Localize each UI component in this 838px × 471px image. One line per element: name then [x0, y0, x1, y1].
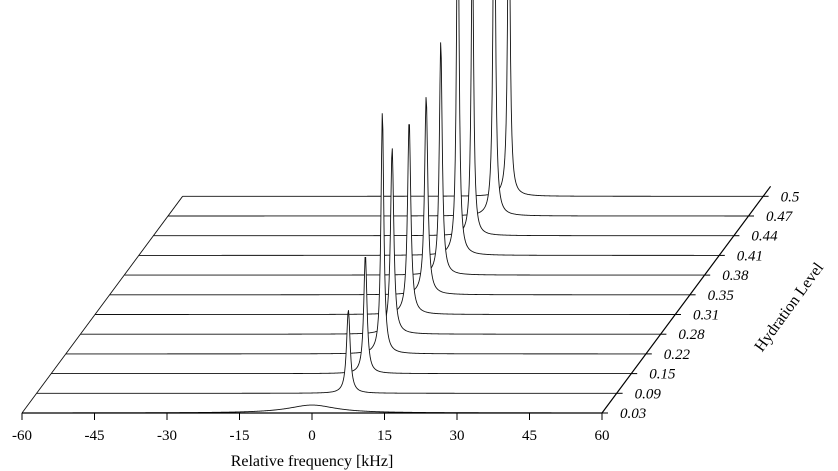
trace-mask	[22, 405, 602, 415]
trace-line	[124, 42, 705, 276]
spectra-traces	[22, 0, 763, 415]
depth-tick-label: 0.09	[635, 386, 662, 402]
series-trace-0.28	[80, 148, 661, 336]
x-tick-label: -15	[230, 428, 250, 444]
series-trace-0.35	[109, 97, 690, 297]
trace-line	[65, 113, 646, 355]
x-tick-label: 30	[450, 428, 465, 444]
depth-tick-label: 0.5	[781, 189, 800, 205]
depth-tick-label: 0.41	[737, 248, 763, 264]
series-trace-0.09	[36, 310, 617, 395]
trace-mask	[36, 310, 617, 395]
x-tick-label: 15	[377, 428, 392, 444]
axis-labels: -60 -45 -30 -15 0 15 30 45 60 0.03 0.09 0.15 0.22 0.2…	[12, 189, 828, 470]
depth-tick-label: 0.47	[766, 209, 794, 225]
x-tick-label: -30	[157, 428, 177, 444]
x-axis-title: Relative frequency [kHz]	[231, 453, 394, 470]
depth-tick-label: 0.31	[693, 308, 719, 324]
trace-mask	[124, 42, 705, 277]
depth-tick-label: 0.22	[664, 347, 691, 363]
depth-axis-title: Hydration Level	[752, 259, 828, 355]
depth-tick-label: 0.28	[678, 327, 705, 343]
series-trace-0.38	[124, 42, 705, 277]
series-trace-0.22	[65, 113, 646, 356]
trace-line	[51, 256, 632, 375]
depth-tick-label: 0.35	[708, 288, 735, 304]
axes	[21, 185, 772, 420]
depth-tick-label: 0.44	[751, 229, 778, 245]
depth-tick-label: 0.03	[620, 406, 646, 422]
series-trace-0.15	[51, 256, 632, 376]
depth-tick-label: 0.15	[649, 367, 676, 383]
depth-axis-line	[601, 185, 772, 414]
left-depth-edge	[21, 196, 183, 414]
x-tick-label: 60	[595, 428, 610, 444]
trace-line	[36, 310, 617, 394]
x-tick-label: 45	[522, 428, 537, 444]
x-tick-label: -60	[12, 428, 32, 444]
trace-line	[80, 148, 661, 335]
x-tick-label: -45	[85, 428, 105, 444]
x-tick-label: 0	[308, 428, 316, 444]
depth-tick-label: 0.38	[722, 268, 749, 284]
trace-line	[109, 97, 690, 296]
trace-mask	[80, 148, 661, 336]
trace-mask	[65, 113, 646, 356]
